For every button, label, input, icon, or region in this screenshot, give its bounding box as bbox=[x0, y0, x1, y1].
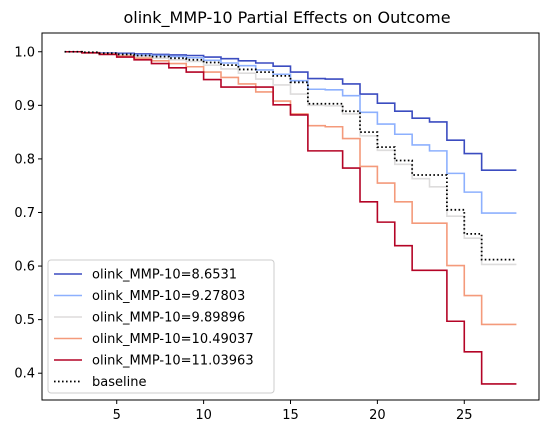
y-tick-label: 0.8 bbox=[14, 152, 35, 167]
series-line-2 bbox=[64, 50, 517, 266]
legend-label: olink_MMP-10=9.89896 bbox=[92, 311, 245, 326]
x-tick-label: 5 bbox=[113, 408, 121, 423]
legend-label: olink_MMP-10=8.6531 bbox=[92, 268, 237, 283]
x-axis: 5 10 15 20 25 bbox=[113, 400, 473, 423]
series-layer bbox=[64, 50, 517, 385]
legend-box bbox=[47, 259, 275, 394]
series-line-0 bbox=[64, 50, 517, 171]
legend-label: olink_MMP-10=10.49037 bbox=[92, 332, 254, 347]
legend-label: baseline bbox=[92, 375, 146, 390]
series-line-1 bbox=[64, 50, 517, 214]
y-tick-label: 0.9 bbox=[14, 99, 35, 114]
x-tick-label: 15 bbox=[282, 408, 299, 423]
chart-title: olink_MMP-10 Partial Effects on Outcome bbox=[123, 8, 450, 28]
legend-label: olink_MMP-10=11.03963 bbox=[92, 354, 254, 369]
series-line-3 bbox=[64, 50, 517, 326]
y-tick-label: 0.5 bbox=[14, 313, 35, 328]
series-line-5 bbox=[64, 50, 517, 261]
x-tick-label: 25 bbox=[456, 408, 473, 423]
y-tick-label: 0.7 bbox=[14, 206, 35, 221]
y-tick-label: 0.6 bbox=[14, 260, 35, 275]
y-axis: 0.4 0.5 0.6 0.7 0.8 0.9 1.0 bbox=[14, 45, 42, 382]
y-tick-label: 0.4 bbox=[14, 367, 35, 382]
series-line-4 bbox=[64, 50, 517, 385]
y-tick-label: 1.0 bbox=[14, 45, 35, 60]
x-tick-label: 20 bbox=[369, 408, 386, 423]
x-tick-label: 10 bbox=[195, 408, 212, 423]
legend-label: olink_MMP-10=9.27803 bbox=[92, 289, 245, 304]
legend: olink_MMP-10=8.6531 olink_MMP-10=9.27803o… bbox=[47, 259, 275, 394]
